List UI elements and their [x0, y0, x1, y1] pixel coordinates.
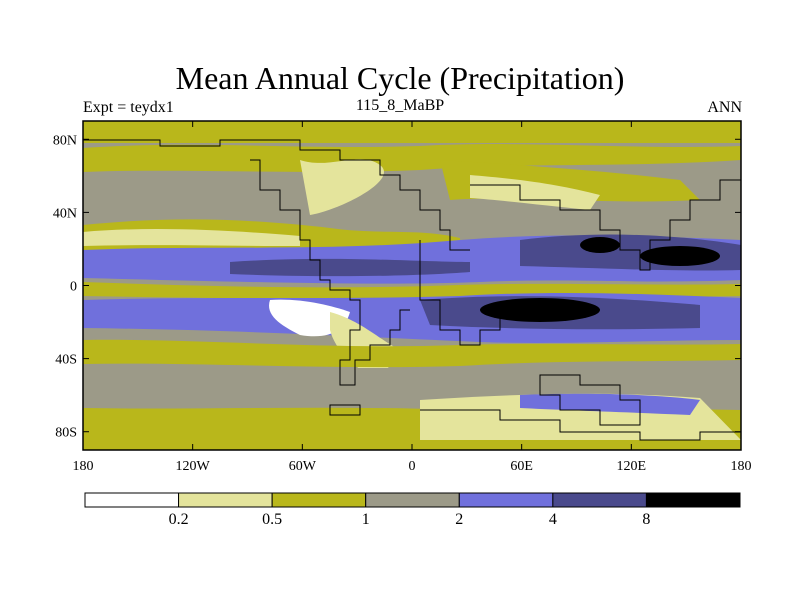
field-monsoon-max-1 — [580, 237, 620, 253]
x-tick-label: 180 — [73, 459, 94, 474]
colorbar-swatch — [271, 492, 367, 508]
field-polar-north — [83, 121, 741, 143]
colorbar: 0.2 0.5 1 2 4 8 — [84, 492, 741, 528]
colorbar-label: 4 — [549, 511, 557, 528]
x-axis: 180 120W 60W 0 60E 120E 180 — [73, 121, 752, 474]
coastline-africa — [419, 240, 520, 346]
field-north-america-dry — [300, 159, 384, 215]
colorbar-label: 0.2 — [169, 511, 189, 528]
coastline-antarctica — [420, 409, 741, 441]
field-nh-storm-track — [83, 144, 741, 172]
colorbar-swatch — [645, 492, 741, 508]
field-sa-very-dry — [269, 299, 350, 337]
x-tick-label: 60E — [510, 459, 533, 474]
coastline-asia — [470, 179, 741, 271]
colorbar-label: 1 — [362, 511, 370, 528]
field-itcz-north — [230, 258, 470, 277]
x-tick-label: 0 — [409, 459, 416, 474]
season-label: ANN — [707, 99, 742, 116]
y-tick-label: 40N — [53, 206, 77, 221]
colorbar-label: 8 — [642, 511, 650, 528]
y-tick-label: 80N — [53, 133, 77, 148]
x-tick-label: 180 — [731, 459, 752, 474]
map-field — [83, 121, 741, 450]
field-central-asia-dry — [470, 175, 600, 210]
field-sh-subtropics — [83, 339, 741, 368]
y-axis: 80N 40N 0 40S 80S — [53, 133, 741, 441]
colorbar-swatch — [178, 492, 273, 508]
colorbar-swatch — [365, 492, 460, 508]
y-tick-label: 0 — [70, 280, 77, 295]
x-tick-label: 60W — [289, 459, 317, 474]
colorbar-swatch — [552, 492, 647, 508]
y-tick-label: 40S — [55, 353, 77, 368]
y-tick-label: 80S — [55, 426, 77, 441]
colorbar-swatch — [84, 492, 180, 508]
experiment-label: Expt = teydx1 — [83, 99, 174, 116]
x-tick-label: 120W — [176, 459, 211, 474]
coastline-north — [83, 139, 470, 251]
x-tick-label: 120E — [617, 459, 647, 474]
coastline-australia — [539, 374, 641, 426]
period-label: 115_8_MaBP — [355, 97, 445, 114]
field-nh-dry-belt — [83, 229, 300, 246]
plot-title: Mean Annual Cycle (Precipitation) — [175, 60, 625, 96]
colorbar-swatch — [458, 492, 554, 508]
colorbar-label: 0.5 — [262, 511, 282, 528]
field-tropical-max — [480, 298, 600, 322]
coastline-sa-tip — [329, 404, 361, 416]
field-monsoon-max-2 — [640, 246, 720, 266]
coastlines — [83, 139, 741, 441]
colorbar-label: 2 — [455, 511, 463, 528]
coastline-americas — [250, 159, 410, 386]
